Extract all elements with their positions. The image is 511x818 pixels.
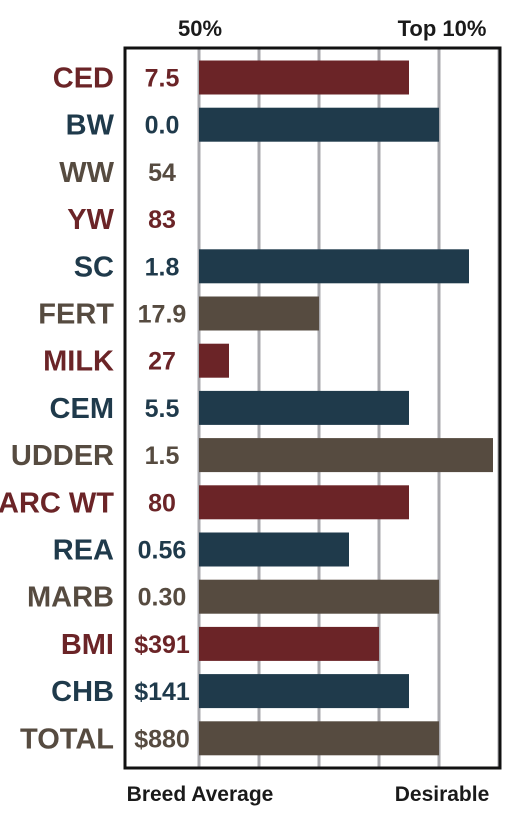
trait-label: WW xyxy=(59,157,114,189)
trait-label: CEM xyxy=(50,393,114,425)
chart-frame xyxy=(123,46,502,770)
bar xyxy=(199,60,409,95)
value-label: 80 xyxy=(148,489,176,517)
bar xyxy=(199,485,409,520)
header-label-right: Top 10% xyxy=(398,16,487,41)
bar xyxy=(199,390,409,425)
value-label: 1.5 xyxy=(145,442,180,470)
value-label: 5.5 xyxy=(145,395,180,423)
value-label: $141 xyxy=(134,678,190,706)
value-label: $391 xyxy=(134,631,190,659)
bars xyxy=(199,60,493,756)
trait-label: UDDER xyxy=(11,440,114,472)
trait-label: TOTAL xyxy=(20,723,114,755)
bar xyxy=(199,532,349,567)
value-label: 7.5 xyxy=(145,65,180,93)
trait-label: CHB xyxy=(51,676,114,708)
trait-label: MILK xyxy=(43,346,114,378)
trait-label: CARC WT xyxy=(0,487,114,519)
trait-label: YW xyxy=(67,204,114,236)
trait-label: REA xyxy=(53,535,114,567)
bar xyxy=(199,438,493,473)
trait-label: MARB xyxy=(27,582,114,614)
trait-label: BMI xyxy=(61,629,114,661)
labels: CED 7.5 BW 0.0 WW 54 YW 83 SC 1.8 FERT 17.9 MILK 27 CE… xyxy=(0,63,190,756)
value-label: 0.30 xyxy=(138,584,187,612)
footer-label-right: Desirable xyxy=(395,783,490,806)
value-label: 17.9 xyxy=(138,301,187,329)
header-label-left: 50% xyxy=(178,16,222,41)
trait-label: FERT xyxy=(38,299,114,331)
trait-label: CED xyxy=(53,63,114,95)
bar xyxy=(199,107,439,142)
value-label: 83 xyxy=(148,206,176,234)
value-label: 54 xyxy=(148,159,176,187)
bar xyxy=(199,626,379,661)
value-label: 27 xyxy=(148,348,176,376)
value-label: 1.8 xyxy=(145,253,180,281)
footer-label-left: Breed Average xyxy=(127,783,274,806)
bar xyxy=(199,579,439,614)
bar xyxy=(199,721,439,756)
bar xyxy=(199,674,409,709)
value-label: 0.56 xyxy=(138,537,187,565)
value-label: $880 xyxy=(134,725,190,753)
bar xyxy=(199,296,319,331)
bar xyxy=(199,343,229,378)
value-label: 0.0 xyxy=(145,112,180,140)
trait-label: BW xyxy=(66,110,115,142)
trait-label: SC xyxy=(74,251,114,283)
bar xyxy=(199,249,469,284)
